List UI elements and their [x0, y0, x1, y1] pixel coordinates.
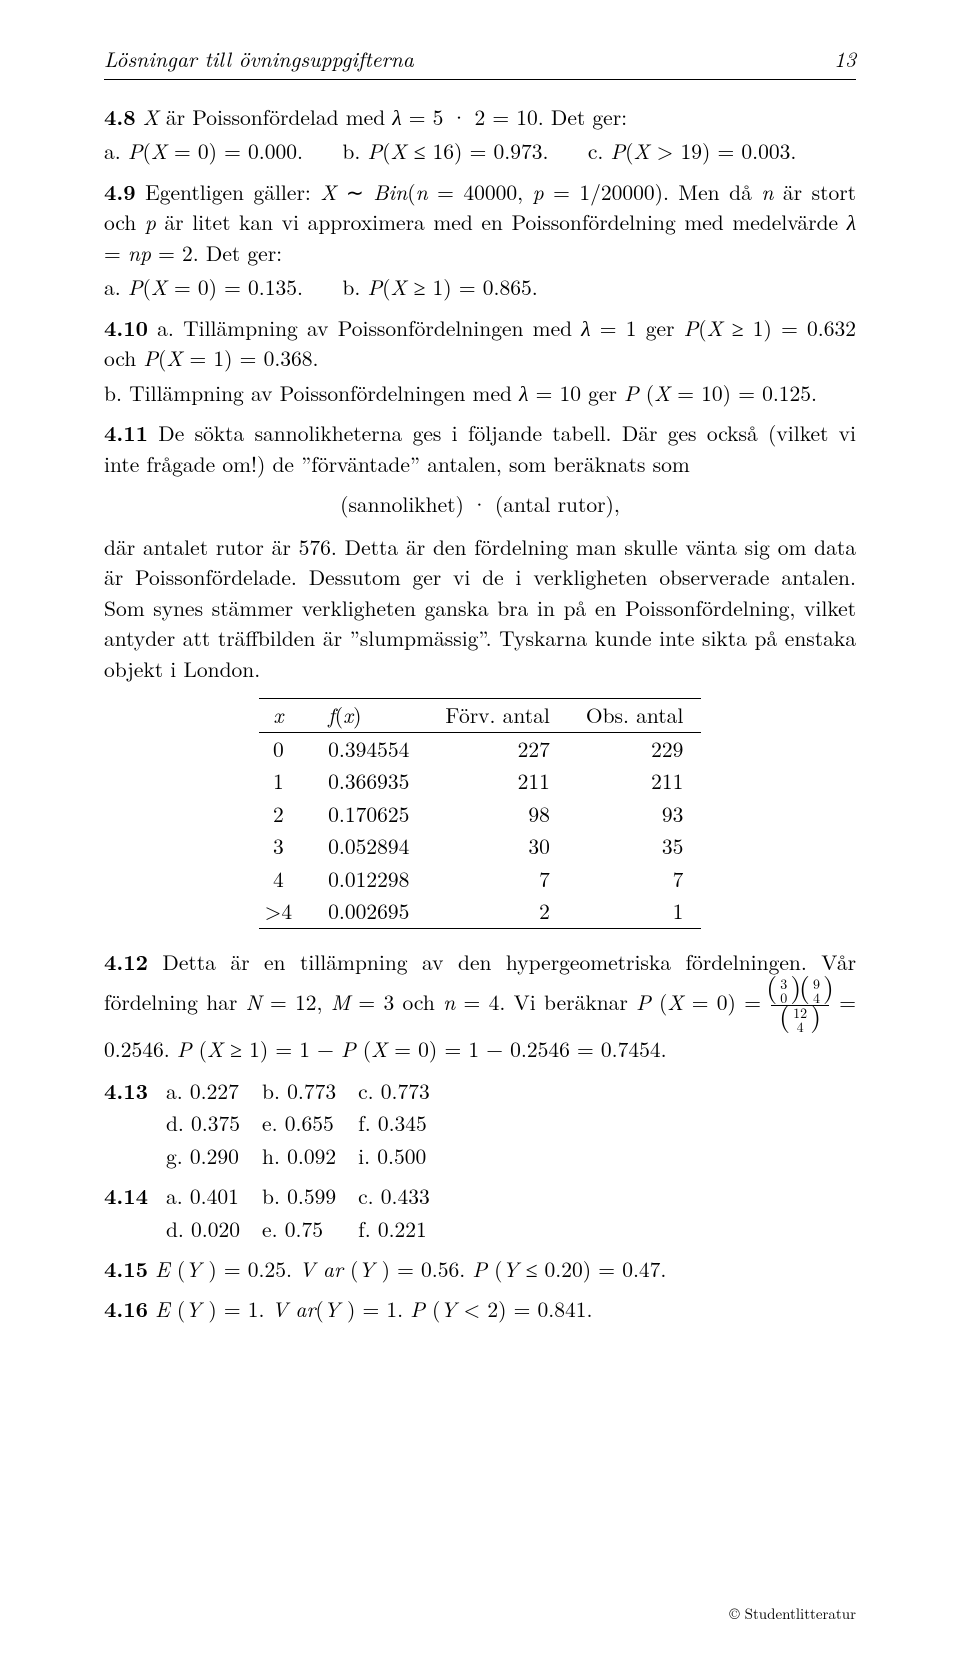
- problem-4-8: 4.8 X är Poissonfördelad med λ = 5 · 2 =…: [104, 102, 856, 167]
- table-row: 20.1706259893: [259, 798, 702, 831]
- problem-4-12-text: 4.12 Detta är en tillämpning av den hype…: [104, 947, 856, 1065]
- ans-h: h. 0.092: [262, 1140, 358, 1173]
- table-header-row: x f(x) Förv. antal Obs. antal: [259, 699, 702, 733]
- running-head: Lösningar till övningsuppgifterna 13: [104, 44, 856, 77]
- text: De sökta sannolikheterna ges i följande …: [104, 418, 856, 479]
- ans-e: e. 0.75: [262, 1213, 358, 1246]
- problem-lead: 4.14: [104, 1180, 166, 1213]
- problem-4-16: 4.16 E (Y ) = 1. V ar(Y ) = 1. P (Y < 2)…: [104, 1294, 856, 1325]
- problem-4-10-a: 4.10 a. Tillämpning av Poissonfördelning…: [104, 313, 856, 374]
- table-row: 00.394554227229: [259, 732, 702, 765]
- problem-4-9-text: 4.9 Egentligen gäller: X ∼ Bin(n = 40000…: [104, 177, 856, 269]
- problem-4-11-formula: (sannolikhet) · (antal rutor),: [104, 489, 856, 520]
- problem-4-14: 4.14 a. 0.401 b. 0.599 c. 0.433 d. 0.020…: [104, 1180, 452, 1245]
- running-title: Lösningar till övningsuppgifterna: [104, 44, 414, 75]
- page-number: 13: [834, 44, 856, 75]
- problem-lead: 4.12: [104, 947, 148, 977]
- poisson-table: x f(x) Förv. antal Obs. antal 00.3945542…: [259, 698, 702, 929]
- problem-4-13: 4.13 a. 0.227 b. 0.773 c. 0.773 d. 0.375…: [104, 1075, 452, 1173]
- ans-c: c. 0.773: [358, 1075, 452, 1108]
- ans-b: b. 0.773: [262, 1075, 358, 1108]
- table-row: 30.0528943035: [259, 830, 702, 863]
- ans-a: a. 0.401: [166, 1180, 262, 1213]
- ans-f: f. 0.221: [358, 1213, 452, 1246]
- problem-lead: 4.11: [104, 418, 148, 448]
- ans-g: g. 0.290: [166, 1140, 262, 1173]
- ans-c: c. 0.433: [358, 1180, 452, 1213]
- problem-lead: 4.9: [104, 177, 136, 207]
- problem-4-10: 4.10 a. Tillämpning av Poissonfördelning…: [104, 313, 856, 409]
- footer-copyright: © Studentlitteratur: [729, 1602, 856, 1625]
- table-row: >40.00269521: [259, 895, 702, 928]
- table-row: 40.01229877: [259, 863, 702, 896]
- problem-lead: 4.13: [104, 1075, 166, 1108]
- ans-f: f. 0.345: [358, 1107, 452, 1140]
- problem-4-15: 4.15 E (Y ) = 0.25. V ar (Y ) = 0.56. P …: [104, 1254, 856, 1285]
- ans-a: a. 0.227: [166, 1075, 262, 1108]
- problem-4-11-p1: 4.11 De sökta sannolikheterna ges i följ…: [104, 418, 856, 479]
- page: Lösningar till övningsuppgifterna 13 4.8…: [0, 0, 960, 1655]
- col-fx: f(x): [310, 699, 427, 733]
- table-body: 00.394554227229 10.366935211211 20.17062…: [259, 732, 702, 928]
- col-exp: Förv. antal: [427, 699, 567, 733]
- ans-d: d. 0.020: [166, 1213, 262, 1246]
- ans-e: e. 0.655: [262, 1107, 358, 1140]
- problem-4-9-a: a. P(X = 0) = 0.135. b. P(X ≥ 1) = 0.865…: [104, 272, 856, 303]
- problem-4-8-intro: 4.8 X är Poissonfördelad med λ = 5 · 2 =…: [104, 102, 856, 133]
- header-rule: [104, 79, 856, 80]
- col-x: x: [259, 699, 310, 733]
- problem-4-10-b: b. Tillämpning av Poissonfördelningen me…: [104, 378, 856, 409]
- problem-4-12: 4.12 Detta är en tillämpning av den hype…: [104, 947, 856, 1065]
- problem-lead: 4.15: [104, 1254, 148, 1284]
- problem-lead: 4.8: [104, 102, 136, 132]
- ans-b: b. 0.599: [262, 1180, 358, 1213]
- problem-4-11-p2: där antalet rutor är 576. Detta är den f…: [104, 532, 856, 685]
- copyright-text: © Studentlitteratur: [729, 1603, 856, 1624]
- ans-d: d. 0.375: [166, 1107, 262, 1140]
- hypergeom-fraction: 30 94 124: [771, 977, 829, 1034]
- problem-lead: 4.16: [104, 1294, 148, 1324]
- ans-i: i. 0.500: [358, 1140, 452, 1173]
- problem-4-11: 4.11 De sökta sannolikheterna ges i följ…: [104, 418, 856, 684]
- problem-lead: 4.10: [104, 313, 148, 343]
- col-obs: Obs. antal: [568, 699, 701, 733]
- table-row: 10.366935211211: [259, 765, 702, 798]
- problem-4-8-a: a. P(X = 0) = 0.000. b. P(X ≤ 16) = 0.97…: [104, 136, 856, 167]
- problem-4-9: 4.9 Egentligen gäller: X ∼ Bin(n = 40000…: [104, 177, 856, 303]
